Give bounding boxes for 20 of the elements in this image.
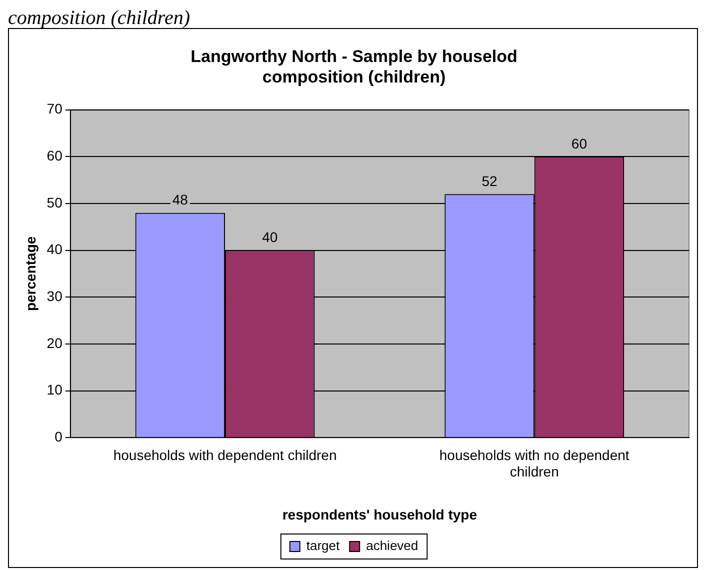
y-tick-label: 30 [46,288,63,304]
text: composition (children) [8,7,192,29]
legend-label: target [306,538,340,554]
y-tick-label: 70 [46,100,63,117]
y-tick-label: 0 [54,428,63,444]
y-tick-label: 60 [46,147,63,164]
x-tick-label: households with dependent children [113,446,337,463]
y-tick-label: 50 [46,194,63,210]
y-tick-label: 40 [46,241,63,258]
y-axis-title: percentage [22,236,38,312]
data-label: 60 [571,135,588,152]
chart-title: Langworthy North - Sample by houselod composition (children) [190,46,518,86]
data-label: 52 [482,172,498,189]
y-tick-label: 20 [46,334,63,351]
legend-label: achieved [366,538,418,554]
x-tick-label: households with no dependent children [439,446,630,480]
y-tick-label: 10 [46,382,63,398]
x-axis-title: respondents' household type [282,506,478,522]
data-label: 40 [262,229,278,246]
data-label: 48 [172,192,188,208]
